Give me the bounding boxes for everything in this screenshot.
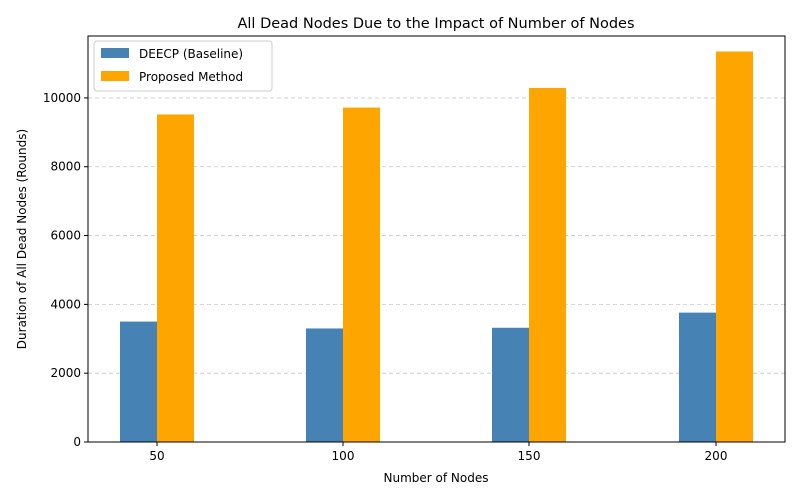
bar-deecp-200 [679, 312, 716, 442]
bar-proposed-100 [343, 107, 380, 442]
chart-title: All Dead Nodes Due to the Impact of Numb… [237, 16, 634, 32]
x-axis-ticks: 50 100 150 200 [149, 442, 727, 463]
y-axis-ticks: 0 2000 4000 6000 8000 10000 [43, 91, 88, 449]
bar-deecp-150 [492, 327, 529, 442]
bars [120, 51, 753, 443]
legend-label-proposed: Proposed Method [139, 70, 243, 84]
y-tick-label: 0 [73, 435, 81, 449]
legend-label-deecp: DEECP (Baseline) [139, 47, 243, 61]
legend-box [93, 40, 273, 92]
legend: DEECP (Baseline) Proposed Method [93, 40, 273, 92]
plot-frame [87, 35, 786, 443]
y-tick-label: 6000 [50, 229, 81, 243]
bar-proposed-50 [157, 114, 194, 443]
bar-proposed-200 [716, 51, 753, 442]
legend-swatch-proposed [101, 71, 129, 81]
x-axis-label: Number of Nodes [384, 471, 489, 485]
bar-deecp-100 [306, 328, 343, 442]
y-axis-label: Duration of All Dead Nodes (Rounds) [15, 129, 29, 349]
x-tick-label: 150 [518, 449, 541, 463]
y-tick-label: 2000 [50, 366, 81, 380]
x-tick-label: 200 [705, 449, 728, 463]
bar-deecp-50 [120, 321, 157, 442]
x-tick-label: 50 [149, 449, 164, 463]
x-tick-label: 100 [332, 449, 355, 463]
bar-proposed-150 [529, 87, 566, 443]
y-tick-label: 4000 [50, 297, 81, 311]
y-tick-label: 8000 [50, 160, 81, 174]
y-tick-label: 10000 [43, 91, 81, 105]
legend-swatch-deecp [101, 48, 129, 58]
